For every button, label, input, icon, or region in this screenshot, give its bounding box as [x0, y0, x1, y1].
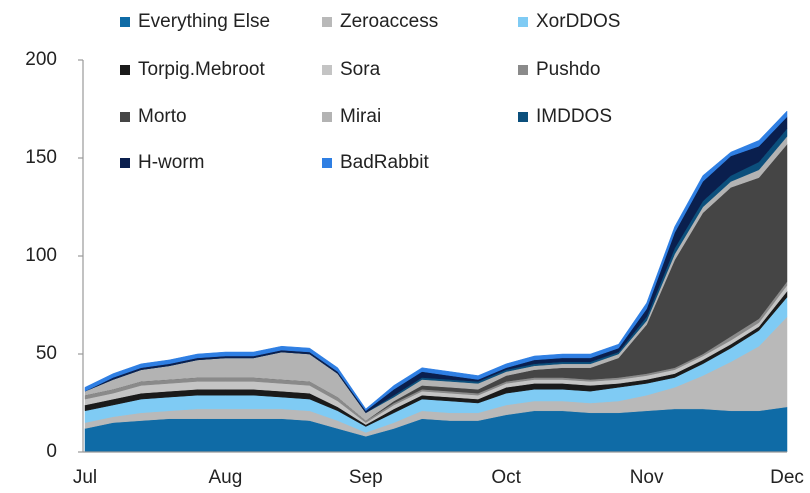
y-tick-label: 50 [36, 343, 57, 364]
legend-swatch [120, 158, 130, 168]
y-tick-label: 200 [25, 49, 57, 70]
x-tick-label: Oct [491, 467, 521, 488]
x-tick-label: Jul [73, 467, 97, 488]
x-tick-label: Aug [208, 467, 242, 488]
legend-label: Everything Else [138, 11, 270, 32]
area [84, 110, 788, 412]
legend-swatch [322, 17, 332, 27]
legend-label: XorDDOS [536, 11, 620, 32]
legend-label: Zeroaccess [340, 11, 438, 32]
legend-label: Pushdo [536, 59, 600, 80]
legend-label: IMDDOS [536, 106, 612, 127]
y-tick-label: 150 [25, 147, 57, 168]
legend-label: BadRabbit [340, 152, 429, 173]
legend-swatch [322, 158, 332, 168]
legend-label: H-worm [138, 152, 205, 173]
x-tick-label: Sep [349, 467, 383, 488]
legend-swatch [120, 17, 130, 27]
legend-label: Torpig.Mebroot [138, 59, 265, 80]
legend-label: Morto [138, 106, 187, 127]
x-tick-label: Nov [630, 467, 664, 488]
legend-swatch [120, 65, 130, 75]
legend-swatch [322, 65, 332, 75]
legend-swatch [120, 112, 130, 122]
x-tick-label: Dec [770, 467, 804, 488]
legend-swatch [518, 17, 528, 27]
y-tick-label: 100 [25, 245, 57, 266]
legend-label: Sora [340, 59, 381, 80]
legend-swatch [518, 112, 528, 122]
legend-swatch [322, 112, 332, 122]
y-tick-label: 0 [46, 441, 57, 462]
legend-swatch [518, 65, 528, 75]
legend-label: Mirai [340, 106, 381, 127]
